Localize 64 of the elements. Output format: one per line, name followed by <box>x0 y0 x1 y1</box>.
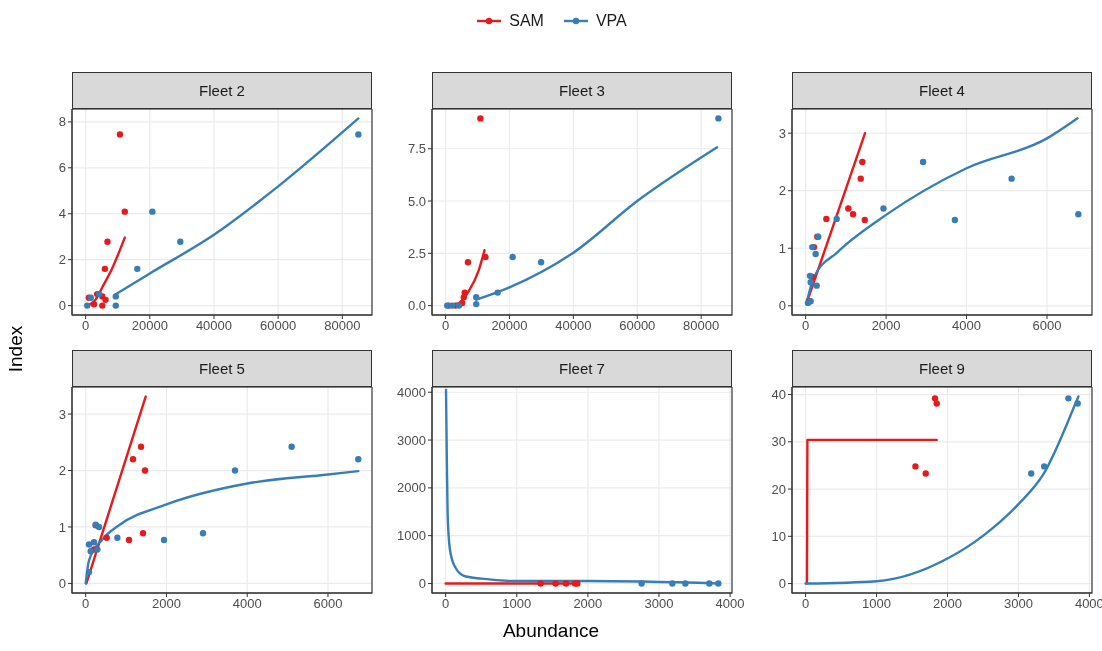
x-tick-label: 20000 <box>491 318 528 334</box>
y-tick-label: 5.0 <box>407 193 426 209</box>
x-axis-title: Abundance <box>501 620 601 642</box>
x-tick-label: 80000 <box>324 318 361 334</box>
y-tick-label: 20 <box>771 481 786 497</box>
y-tick-label: 3000 <box>397 432 426 448</box>
chart-title: Fleet 3 <box>432 72 732 109</box>
x-tick-label: 60000 <box>260 318 297 334</box>
legend-label: VPA <box>595 12 627 30</box>
x-tick-label: 0 <box>82 596 90 612</box>
x-tick-label: 3000 <box>644 596 674 612</box>
y-tick-label: 0 <box>778 298 786 314</box>
x-tick-label: 6000 <box>1032 318 1062 334</box>
x-tick-label: 4000 <box>952 318 981 334</box>
y-tick-label: 0 <box>58 576 66 592</box>
x-tick-label: 80000 <box>683 318 720 334</box>
y-tick-label: 4 <box>58 206 66 222</box>
y-tick-label: 0 <box>418 576 426 592</box>
x-tick-label: 60000 <box>619 318 656 334</box>
x-tick-label: 4000 <box>232 596 262 612</box>
y-tick-label: 1000 <box>397 528 426 544</box>
y-tick-label: 0 <box>778 576 786 592</box>
y-tick-label: 4000 <box>397 384 426 400</box>
chart-title: Fleet 9 <box>792 350 1092 387</box>
chart-title: Fleet 4 <box>792 72 1092 109</box>
chart-title: Fleet 5 <box>72 350 372 387</box>
x-tick-label: 1000 <box>502 596 532 612</box>
x-tick-label: 0 <box>802 318 810 334</box>
legend-label: SAM <box>509 12 544 30</box>
x-tick-label: 0 <box>442 596 450 612</box>
y-tick-label: 3 <box>58 406 66 422</box>
x-tick-label: 4000 <box>715 596 745 612</box>
y-tick-label: 2 <box>58 463 66 479</box>
chart-title: Fleet 7 <box>432 350 732 387</box>
x-tick-label: 0 <box>441 318 450 334</box>
y-tick-label: 8 <box>58 114 66 130</box>
x-tick-label: 0 <box>802 596 810 612</box>
y-tick-label: 10 <box>771 528 786 544</box>
y-tick-label: 40 <box>771 387 786 403</box>
y-tick-label: 2 <box>778 183 786 199</box>
y-tick-label: 3 <box>778 125 786 141</box>
y-tick-label: 7.5 <box>407 141 426 157</box>
y-axis-title: Index <box>5 324 27 375</box>
x-tick-label: 40000 <box>195 318 233 334</box>
x-tick-label: 20000 <box>131 318 168 334</box>
x-tick-label: 1000 <box>862 596 892 612</box>
chart-title: Fleet 2 <box>72 72 372 109</box>
y-tick-label: 30 <box>771 434 786 450</box>
x-tick-label: 3000 <box>1003 596 1033 612</box>
x-tick-label: 2000 <box>151 596 181 612</box>
y-tick-label: 2.5 <box>407 245 426 261</box>
x-tick-label: 2000 <box>933 596 962 612</box>
x-tick-label: 40000 <box>555 318 592 334</box>
x-tick-label: 6000 <box>313 596 343 612</box>
y-tick-label: 2 <box>58 252 66 268</box>
y-tick-label: 0.0 <box>407 298 426 314</box>
x-tick-label: 2000 <box>573 596 603 612</box>
y-tick-label: 6 <box>58 160 66 176</box>
y-tick-label: 2000 <box>397 480 426 496</box>
x-tick-label: 2000 <box>871 318 901 334</box>
y-tick-label: 1 <box>778 240 786 256</box>
x-tick-label: 0 <box>82 318 90 334</box>
y-tick-label: 1 <box>58 519 66 535</box>
y-tick-label: 0 <box>58 298 66 314</box>
